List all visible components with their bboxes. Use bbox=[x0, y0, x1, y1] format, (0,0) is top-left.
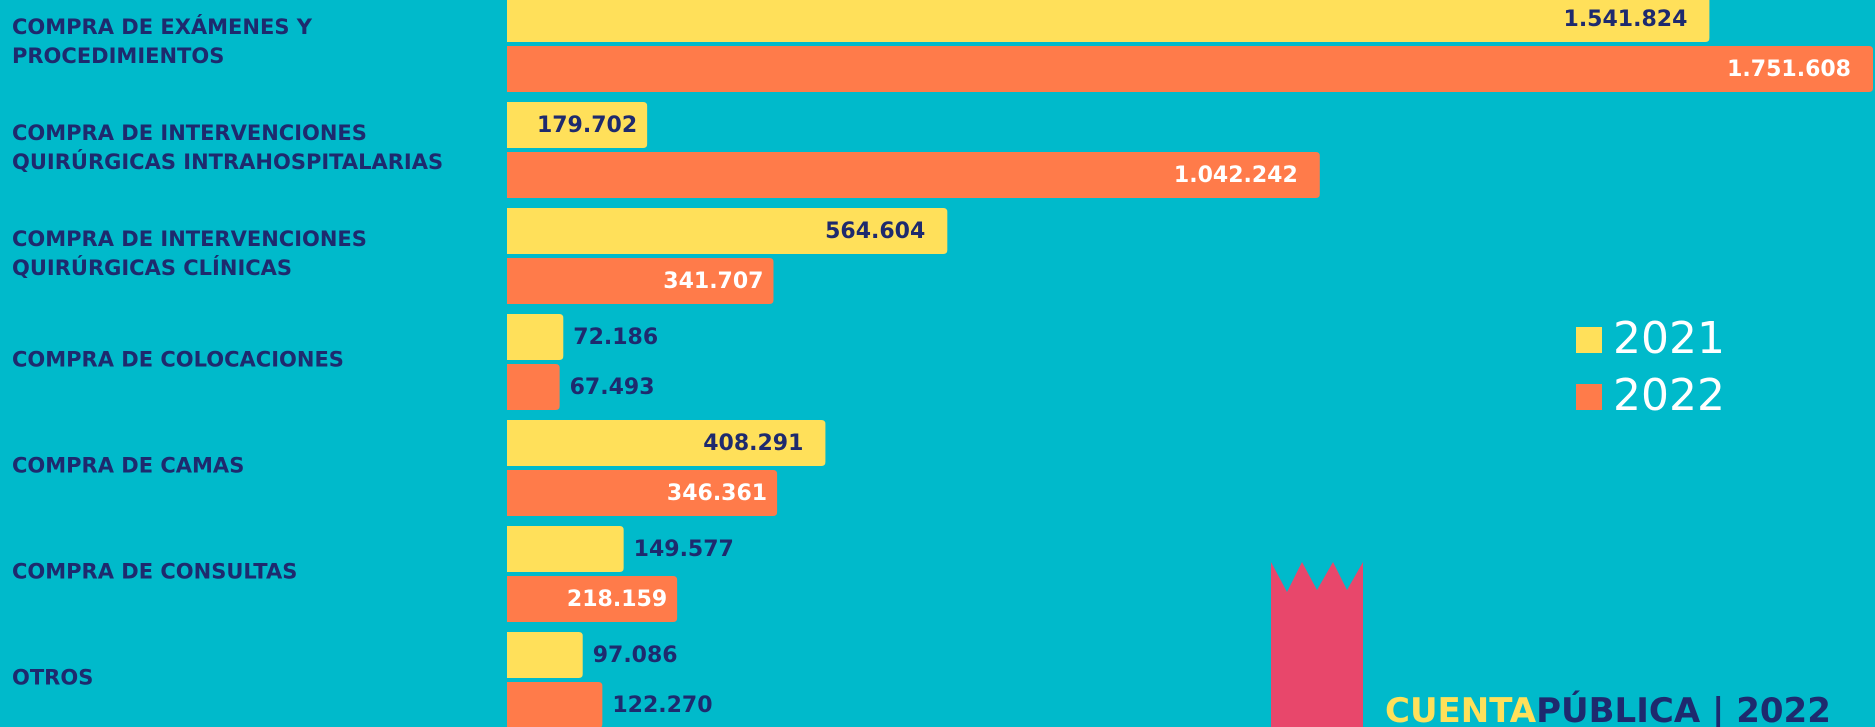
category-label: COMPRA DE COLOCACIONES bbox=[12, 347, 344, 372]
value-label: 408.291 bbox=[703, 431, 803, 456]
bar bbox=[507, 470, 778, 516]
category-label: COMPRA DE INTERVENCIONES QUIRÚRGICAS CLÍ… bbox=[12, 227, 367, 280]
branding-part2: PÚBLICA | 2022 bbox=[1536, 690, 1831, 727]
bar bbox=[507, 526, 624, 572]
bar bbox=[507, 314, 564, 360]
legend-swatch bbox=[1576, 327, 1602, 353]
value-label: 179.702 bbox=[537, 113, 637, 138]
value-label: 218.159 bbox=[567, 587, 667, 612]
bar bbox=[507, 632, 583, 678]
bar bbox=[507, 152, 1320, 198]
bar bbox=[507, 46, 1873, 92]
category-label: OTROS bbox=[12, 665, 94, 690]
legend-label: 2022 bbox=[1613, 370, 1725, 421]
value-label: 346.361 bbox=[667, 481, 767, 506]
value-label: 72.186 bbox=[573, 325, 658, 350]
crown-decoration bbox=[1271, 562, 1363, 727]
branding: CUENTAPÚBLICA | 2022 bbox=[1385, 690, 1831, 727]
value-label: 149.577 bbox=[634, 537, 734, 562]
value-label: 564.604 bbox=[825, 219, 925, 244]
bar bbox=[507, 0, 1710, 42]
branding-part1: CUENTA bbox=[1385, 691, 1537, 727]
bar bbox=[507, 102, 648, 148]
legend-swatch bbox=[1576, 384, 1602, 410]
bar bbox=[507, 420, 826, 466]
value-label: 1.751.608 bbox=[1727, 57, 1851, 82]
category-label: COMPRA DE CONSULTAS bbox=[12, 559, 298, 584]
bar bbox=[507, 258, 774, 304]
category-label: COMPRA DE INTERVENCIONES QUIRÚRGICAS INT… bbox=[12, 121, 444, 174]
value-label: 67.493 bbox=[570, 375, 655, 400]
value-label: 1.042.242 bbox=[1174, 163, 1298, 188]
bar bbox=[507, 576, 678, 622]
legend-label: 2021 bbox=[1613, 313, 1725, 364]
value-label: 122.270 bbox=[612, 693, 712, 718]
value-label: 1.541.824 bbox=[1564, 7, 1688, 32]
category-label: COMPRA DE CAMAS bbox=[12, 453, 245, 478]
value-label: 97.086 bbox=[593, 643, 678, 668]
bar bbox=[507, 364, 560, 410]
bar bbox=[507, 208, 948, 254]
category-label: COMPRA DE EXÁMENES Y PROCEDIMIENTOS bbox=[12, 15, 312, 68]
value-label: 341.707 bbox=[663, 269, 763, 294]
bar bbox=[507, 682, 603, 727]
